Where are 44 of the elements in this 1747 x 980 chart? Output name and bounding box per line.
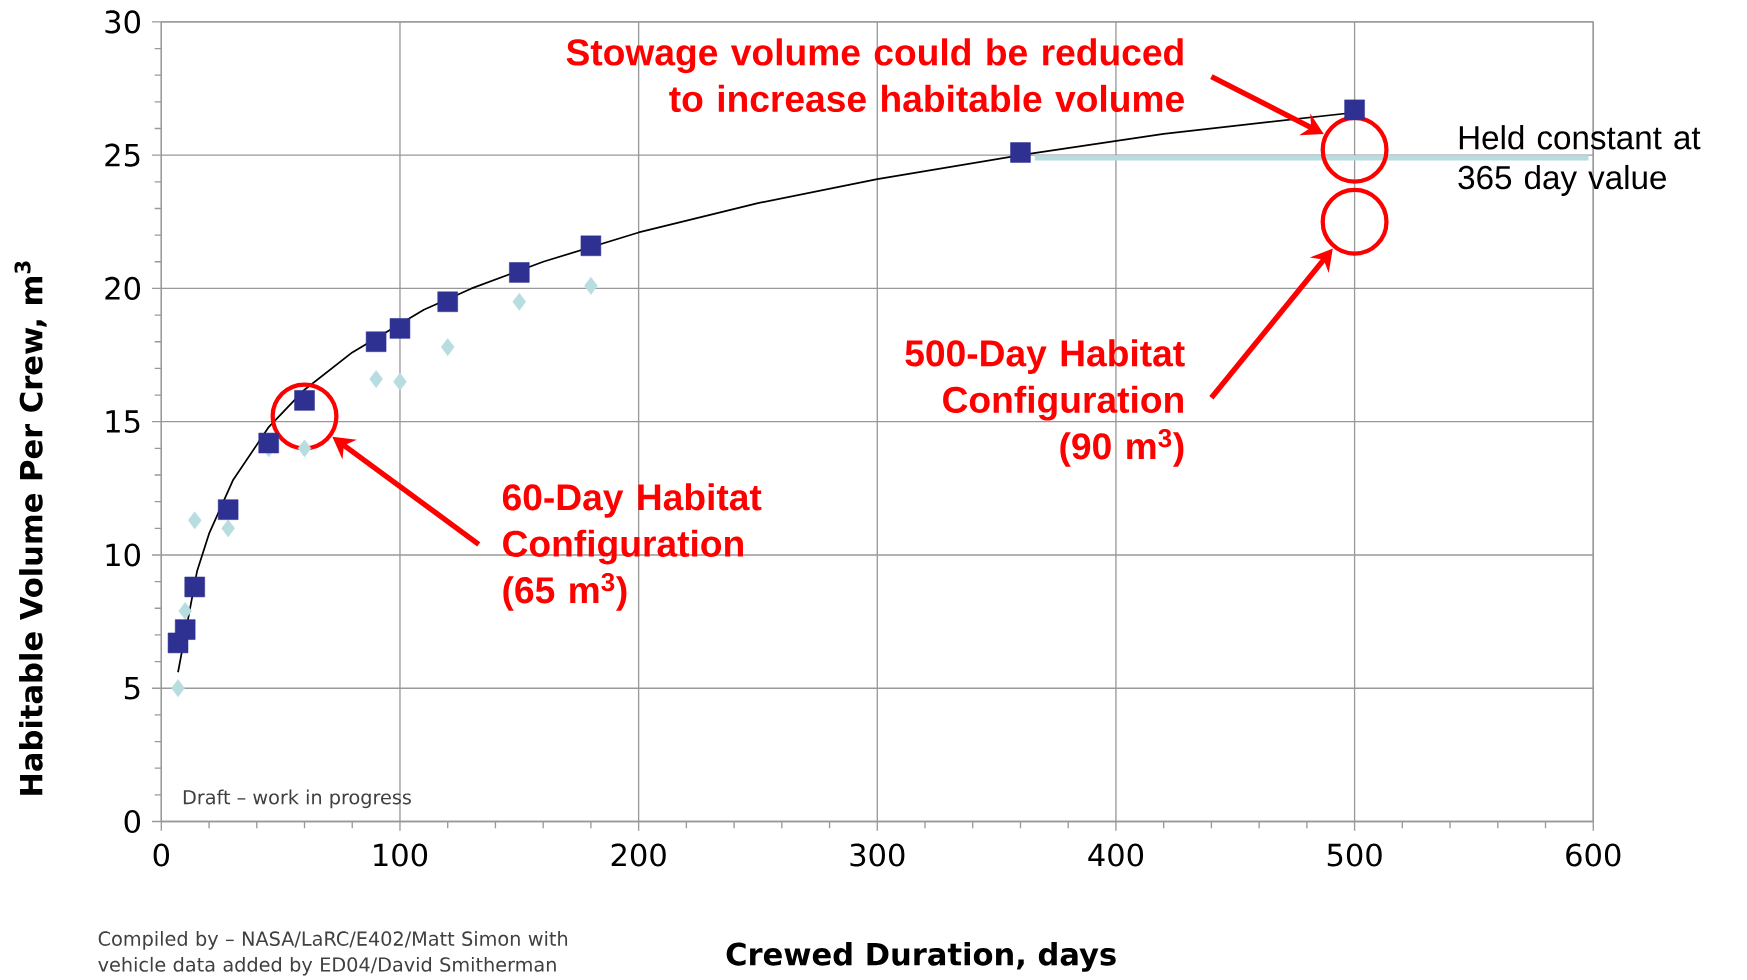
series-label: Held constant at 365 day value [1458,125,1701,196]
point [512,292,527,311]
point [297,439,312,458]
x-tick-label: 600 [1566,843,1621,867]
x-tick-label: 400 [1088,843,1144,867]
x-tick-label: 0 [153,843,170,867]
annotation: 500-Day Habitat Configuration (90 m$^{3}$) [905,339,1185,467]
point [440,338,455,356]
x-tick-label: 200 [611,843,666,867]
point [509,262,530,283]
x-tick-label: 300 [850,843,905,867]
x-tick-label: 100 [374,843,428,867]
point [584,276,598,295]
y-tick-label: 30 [105,10,140,34]
point [184,576,205,598]
y-tick-label: 5 [124,676,140,700]
point [393,372,407,391]
y-tick-label: 10 [106,543,140,567]
point [389,318,411,339]
point [174,619,196,640]
annotation: 60-Day Habitat Configuration (65 m$^{3}$) [502,483,762,611]
annotation: Draft – work in progress [183,789,411,809]
point [365,331,387,352]
point [437,291,458,312]
point [369,370,383,388]
point [1010,142,1031,163]
point [187,511,202,530]
y-tick-label: 25 [105,143,140,167]
point [178,602,192,620]
text: Compiled by – NASA/LaRC/E402/Matt Simon with vehicle data added by ED04/David Smitherman [98,931,568,976]
point [1344,99,1365,121]
point [221,519,235,538]
y-axis-title: Habitable Volume Per Crew, m$^{3}$ [14,261,47,795]
y-tick-label: 20 [105,276,140,300]
y-tick-label: 0 [124,809,140,834]
point [217,499,239,520]
x-axis-title: Crewed Duration, days [726,942,1116,972]
y-tick-label: 15 [106,410,140,434]
point [294,390,315,411]
point [580,235,602,257]
point [171,679,185,698]
annotation: Stowage volume could be reduced to increase habitable volume [566,38,1184,113]
x-tick-label: 500 [1327,843,1382,867]
point [258,432,279,454]
